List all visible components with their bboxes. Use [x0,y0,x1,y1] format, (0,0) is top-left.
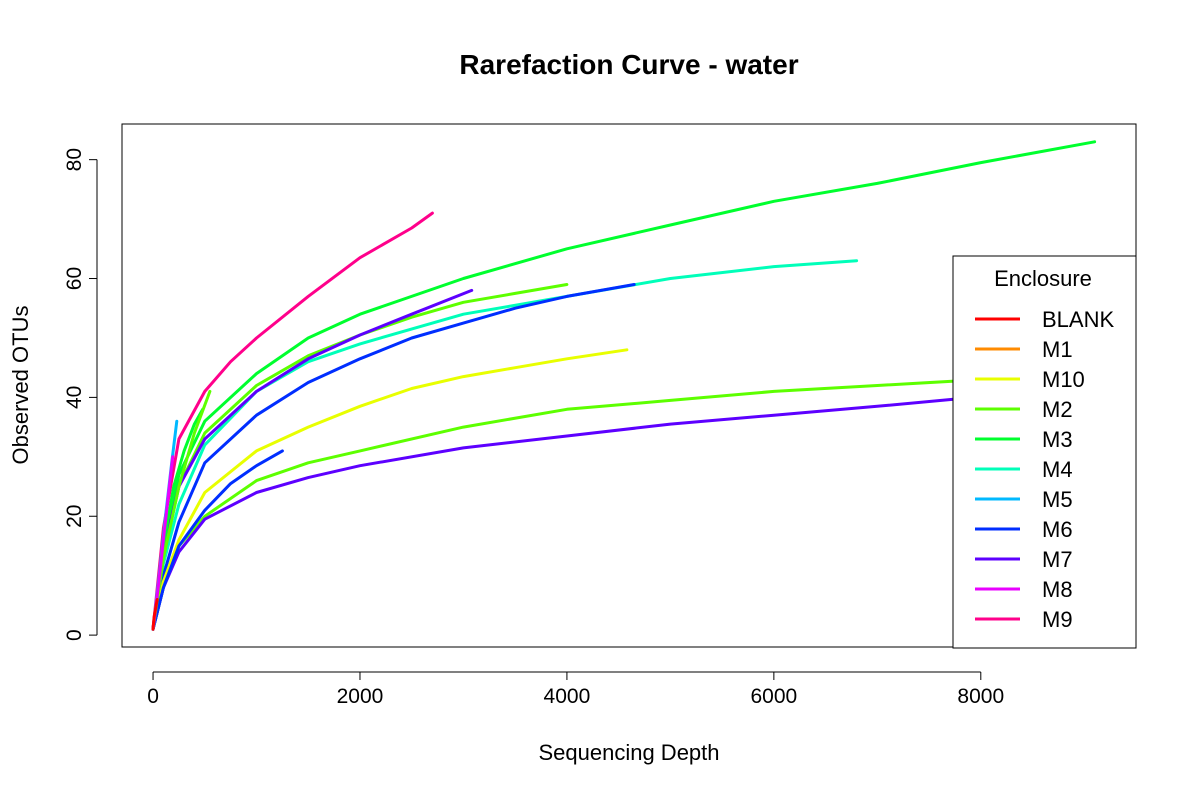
y-tick-label: 40 [63,386,86,409]
legend-label-m1: M1 [1042,337,1073,362]
legend: Enclosure BLANK M1 M10 M2 M3 M4 M5 M6 M7 M8 M9 [952,255,1137,649]
series-line-m9-8 [151,211,434,631]
series-line-m4-3 [151,259,859,631]
x-tick-label: 6000 [750,685,797,708]
series-line-m2-1 [151,375,1045,631]
series-line-blank-14 [151,598,159,631]
legend-label-m2: M2 [1042,397,1073,422]
series-line-m7-7 [151,288,474,631]
legend-label-m10: M10 [1042,367,1085,392]
legend-label-m6: M6 [1042,517,1073,542]
series-layer [151,140,1097,631]
x-tick-label: 0 [147,685,159,708]
y-tick-label: 0 [63,629,86,641]
legend-label-m7: M7 [1042,547,1073,572]
x-tick-label: 4000 [544,685,591,708]
y-tick-label: 80 [63,148,86,171]
legend-label-blank: BLANK [1042,307,1114,332]
series-line-m3-0 [151,140,1097,631]
y-axis-title: Observed OTUs [8,306,33,465]
y-tick-label: 20 [63,505,86,528]
y-tick-label: 60 [63,267,86,290]
series-line-m10-5 [151,348,629,631]
series-line-m6-4 [151,283,636,631]
legend-title: Enclosure [994,266,1092,291]
legend-label-m8: M8 [1042,577,1073,602]
y-axis: 0 20 40 60 80 [63,148,98,641]
x-axis-title: Sequencing Depth [538,740,719,765]
x-tick-label: 2000 [337,685,384,708]
legend-label-m5: M5 [1042,487,1073,512]
x-tick-label: 8000 [957,685,1004,708]
legend-label-m4: M4 [1042,457,1073,482]
series-line-m6-9 [151,449,284,631]
series-line-m7-2 [151,397,962,631]
legend-label-m3: M3 [1042,427,1073,452]
chart-title: Rarefaction Curve - water [459,49,798,80]
legend-entries: BLANK M1 M10 M2 M3 M4 M5 M6 M7 M8 M9 [975,307,1114,632]
legend-box [952,255,1137,649]
x-axis: 0 2000 4000 6000 8000 [147,671,1004,708]
legend-label-m9: M9 [1042,607,1073,632]
